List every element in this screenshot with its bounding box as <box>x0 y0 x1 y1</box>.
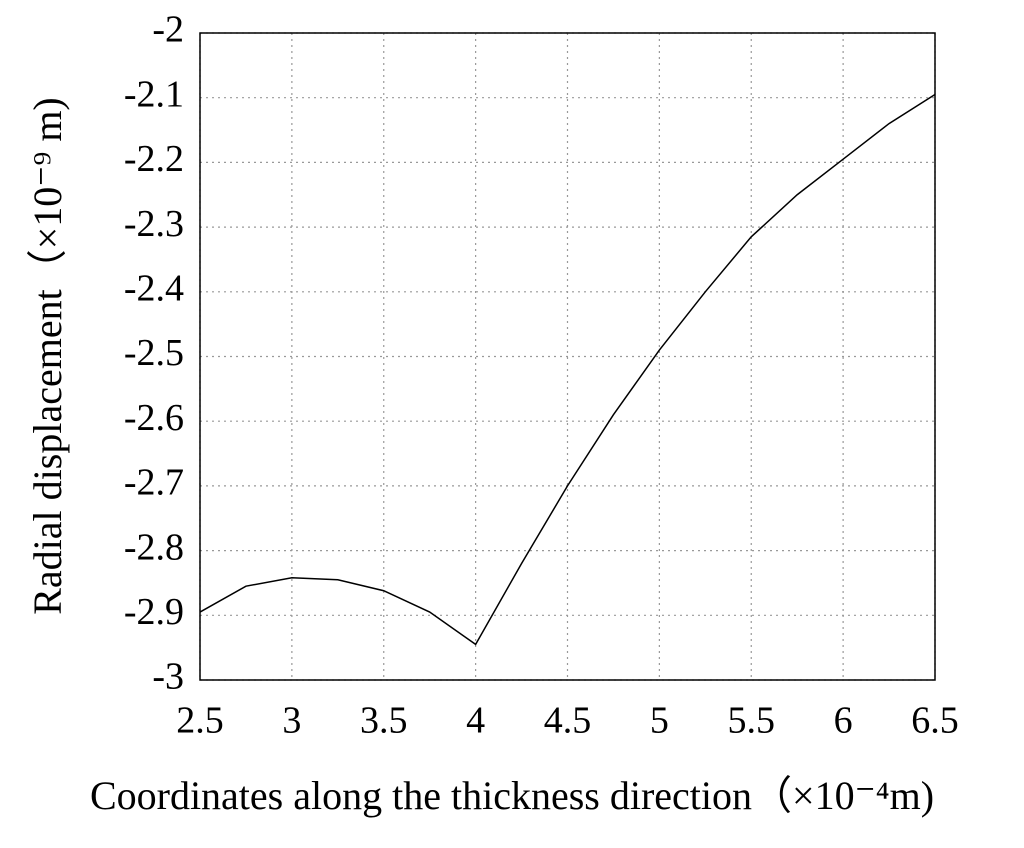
plot-frame <box>199 32 936 681</box>
y-tick-label: -2.6 <box>124 397 184 439</box>
x-tick-label: 4 <box>466 700 485 742</box>
x-tick-label: 6.5 <box>911 700 959 742</box>
x-tick-label: 2.5 <box>176 700 224 742</box>
x-axis-label: Coordinates along the thickness directio… <box>90 773 934 818</box>
y-tick-label: -2.9 <box>124 591 184 633</box>
x-tick-label: 5.5 <box>728 700 776 742</box>
x-tick-label: 5 <box>650 700 669 742</box>
x-tick-label: 3.5 <box>360 700 408 742</box>
x-tick-label: 6 <box>834 700 853 742</box>
y-tick-label: -2.4 <box>124 268 184 310</box>
y-axis-label: Radial displacement（×10⁻⁹ m) <box>25 97 70 615</box>
data-line <box>199 93 936 646</box>
y-tick-label: -2 <box>152 9 184 51</box>
y-tick-label: -3 <box>152 656 184 698</box>
y-tick-label: -2.7 <box>124 462 184 504</box>
y-tick-label: -2.2 <box>124 138 184 180</box>
y-tick-label: -2.3 <box>124 203 184 245</box>
x-tick-label: 4.5 <box>544 700 592 742</box>
y-tick-label: -2.1 <box>124 73 184 115</box>
y-tick-label: -2.8 <box>124 526 184 568</box>
y-tick-label: -2.5 <box>124 332 184 374</box>
x-tick-label: 3 <box>282 700 301 742</box>
